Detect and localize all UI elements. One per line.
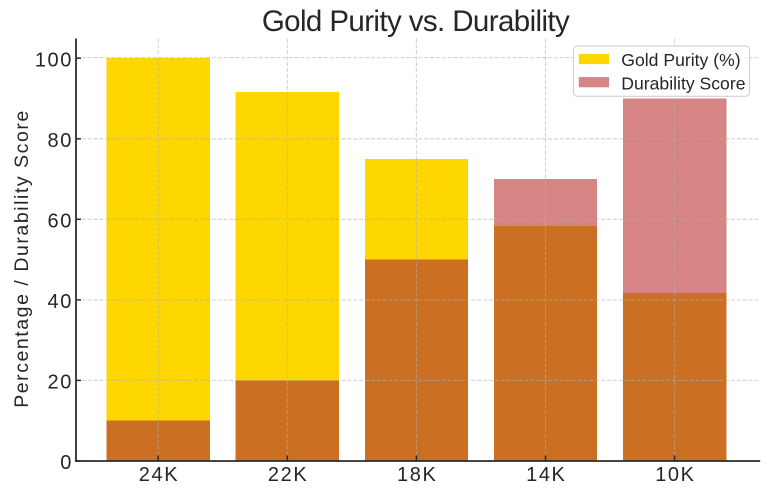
svg-text:100: 100 (35, 49, 73, 71)
svg-text:Gold Purity (%): Gold Purity (%) (621, 50, 740, 70)
svg-text:10K: 10K (655, 464, 695, 486)
svg-text:Percentage / Durability Score: Percentage / Durability Score (11, 109, 33, 408)
svg-text:24K: 24K (139, 464, 179, 486)
svg-text:22K: 22K (268, 464, 308, 486)
svg-text:0: 0 (60, 452, 73, 474)
svg-text:Durability Score: Durability Score (621, 73, 745, 93)
svg-text:20: 20 (48, 372, 73, 394)
svg-text:Gold Purity vs. Durability: Gold Purity vs. Durability (262, 5, 570, 38)
svg-text:14K: 14K (526, 464, 566, 486)
svg-text:60: 60 (48, 211, 73, 233)
svg-text:18K: 18K (397, 464, 437, 486)
svg-text:80: 80 (48, 130, 73, 152)
svg-text:40: 40 (48, 291, 73, 313)
